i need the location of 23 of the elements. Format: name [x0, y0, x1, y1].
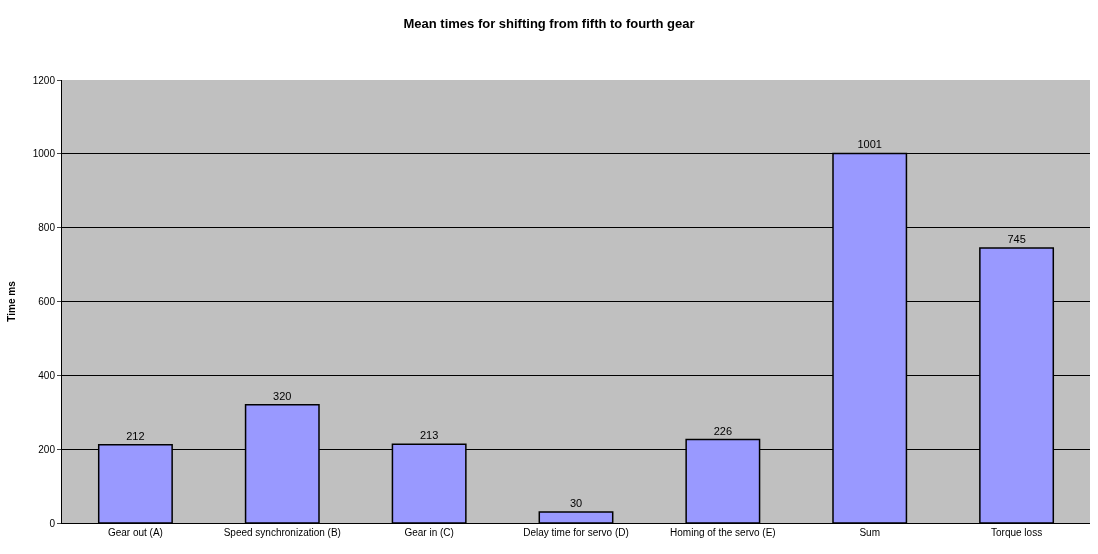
- data-label: 212: [126, 429, 145, 442]
- x-tick-label: Gear in (C): [404, 527, 454, 538]
- data-label: 226: [713, 424, 733, 437]
- data-label: 1001: [857, 138, 882, 151]
- y-tick-label: 1000: [32, 148, 56, 160]
- data-label: 213: [419, 429, 439, 442]
- y-axis-title: Time ms: [5, 280, 17, 322]
- x-tick-label: Speed synchronization (B): [223, 527, 341, 538]
- data-label: 30: [569, 496, 583, 509]
- x-tick-label: Torque loss: [991, 527, 1043, 538]
- y-tick-label: 0: [49, 517, 56, 529]
- data-label: 320: [273, 389, 292, 402]
- x-tick-label: Delay time for servo (D): [523, 527, 629, 538]
- x-tick-label: Sum: [859, 527, 880, 538]
- chart-title: Mean times for shifting from fifth to fourth gear: [403, 16, 695, 32]
- x-tick-label: Gear out (A): [107, 527, 163, 538]
- y-tick-label: 400: [38, 369, 56, 381]
- y-tick-label: 800: [38, 222, 56, 234]
- y-tick-label: 1200: [32, 74, 56, 86]
- y-tick-label: 200: [38, 443, 56, 455]
- y-tick-label: 600: [38, 296, 56, 307]
- data-label: 745: [1007, 232, 1026, 245]
- x-tick-label: Homing of the servo (E): [670, 527, 776, 538]
